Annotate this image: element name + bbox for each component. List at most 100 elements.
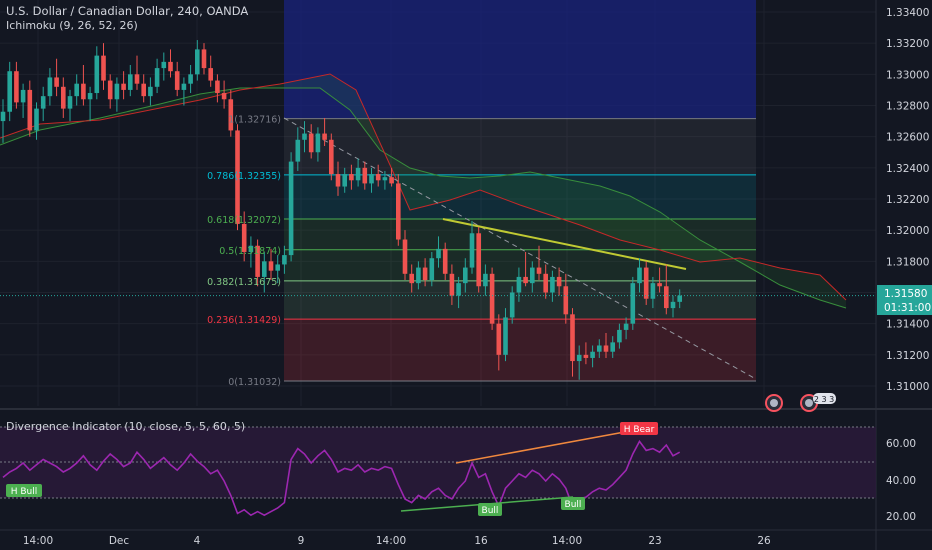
candle xyxy=(396,174,401,246)
bull-label-bg xyxy=(561,497,585,510)
candle xyxy=(610,336,615,358)
candle xyxy=(295,127,301,171)
price-tick: 1.32400 xyxy=(886,163,929,175)
candle xyxy=(349,164,354,190)
price-tick: 1.31400 xyxy=(886,319,929,331)
candle xyxy=(195,40,200,81)
candle xyxy=(556,267,562,296)
candle xyxy=(650,276,656,309)
candle xyxy=(422,258,428,287)
fib-zone xyxy=(284,118,756,175)
candle xyxy=(597,339,602,358)
kumo-fill xyxy=(0,74,846,308)
fib-level-label: 0.618(1.32072) xyxy=(207,215,281,226)
candle xyxy=(302,121,307,153)
candle xyxy=(335,161,341,196)
candle xyxy=(623,317,629,340)
resistance-trendline[interactable] xyxy=(442,218,687,270)
candle xyxy=(168,49,173,78)
osc-axis[interactable]: 60.00 40.00 20.00 xyxy=(886,438,916,523)
candle xyxy=(576,345,582,380)
candle xyxy=(201,43,207,75)
candle xyxy=(375,164,381,187)
candle xyxy=(54,58,59,97)
candle xyxy=(489,267,495,330)
candle xyxy=(570,308,575,377)
time-axis[interactable]: 14:00 Dec 4 9 14:00 16 14:00 23 26 xyxy=(23,535,771,547)
divergence-indicator-line xyxy=(2,439,681,517)
bear-divergence-line xyxy=(455,430,631,464)
bull-label-bg xyxy=(478,503,502,516)
candle xyxy=(617,323,622,349)
candle xyxy=(128,64,133,97)
candle xyxy=(94,46,100,100)
candle xyxy=(409,264,414,293)
candle xyxy=(442,242,448,281)
event-flag-icon[interactable] xyxy=(770,399,778,407)
ichimoku-cloud xyxy=(0,73,847,309)
h-bear-label: H Bear xyxy=(624,425,655,435)
candle xyxy=(369,167,374,193)
candle xyxy=(496,314,502,371)
candle xyxy=(322,117,327,147)
trend-lines[interactable] xyxy=(283,117,757,380)
candle xyxy=(282,245,287,274)
candle xyxy=(7,61,12,122)
osc-tick: 40.00 xyxy=(886,475,916,487)
candle xyxy=(329,133,334,181)
candle xyxy=(523,251,528,287)
candle xyxy=(215,74,220,103)
candle xyxy=(516,267,522,302)
candle xyxy=(536,245,542,281)
ichimoku-legend[interactable]: Ichimoku (9, 26, 52, 26) xyxy=(6,19,138,32)
price-axis[interactable]: 1.33400 1.33200 1.33000 1.32800 1.32600 1.324… xyxy=(886,7,929,393)
candle xyxy=(235,124,240,231)
candle xyxy=(101,43,106,90)
candle xyxy=(550,270,555,302)
candle xyxy=(27,80,33,137)
fib-level-label: 0(1.31032) xyxy=(228,377,281,388)
osc-tick: 20.00 xyxy=(886,511,916,523)
price-tick: 1.33200 xyxy=(886,38,929,50)
candle xyxy=(382,170,388,190)
candle xyxy=(255,239,260,287)
h-bear-label-bg xyxy=(620,422,658,435)
event-count-badge[interactable] xyxy=(813,393,836,404)
candle xyxy=(463,258,468,293)
candle xyxy=(154,58,160,94)
candle xyxy=(355,158,361,187)
candle xyxy=(436,236,441,268)
time-tick: 16 xyxy=(474,535,488,547)
economic-events[interactable]: 2 3 3 xyxy=(765,393,836,412)
candle xyxy=(47,68,53,106)
candle xyxy=(61,77,66,118)
bull-label: Bull xyxy=(482,506,499,516)
senkou-span-a xyxy=(0,87,847,309)
candle xyxy=(268,248,274,281)
fib-labels: 1(1.32716) 0.786(1.32355) 0.618(1.32072) 0.… xyxy=(207,115,281,388)
candle xyxy=(456,276,461,309)
event-flag-icon[interactable] xyxy=(805,399,813,407)
fib-level-label: 0.786(1.32355) xyxy=(207,171,281,182)
candle xyxy=(362,161,368,190)
bull-label: Bull xyxy=(565,500,582,510)
candle xyxy=(241,211,247,262)
price-tick: 1.31200 xyxy=(886,350,929,362)
osc-tick: 60.00 xyxy=(886,438,916,450)
candle xyxy=(107,74,113,109)
candle xyxy=(643,261,649,305)
candle xyxy=(657,267,662,293)
candle xyxy=(208,55,213,87)
candle xyxy=(677,289,682,309)
candle xyxy=(20,83,26,118)
candle xyxy=(389,167,394,187)
oscillator-title[interactable]: Divergence Indicator (10, close, 5, 5, 6… xyxy=(6,420,246,433)
candle xyxy=(315,127,321,162)
candle xyxy=(262,251,267,293)
fib-zone xyxy=(284,319,756,382)
candle xyxy=(583,342,589,365)
candle xyxy=(134,55,140,90)
candle xyxy=(181,77,187,106)
candle xyxy=(603,333,609,358)
